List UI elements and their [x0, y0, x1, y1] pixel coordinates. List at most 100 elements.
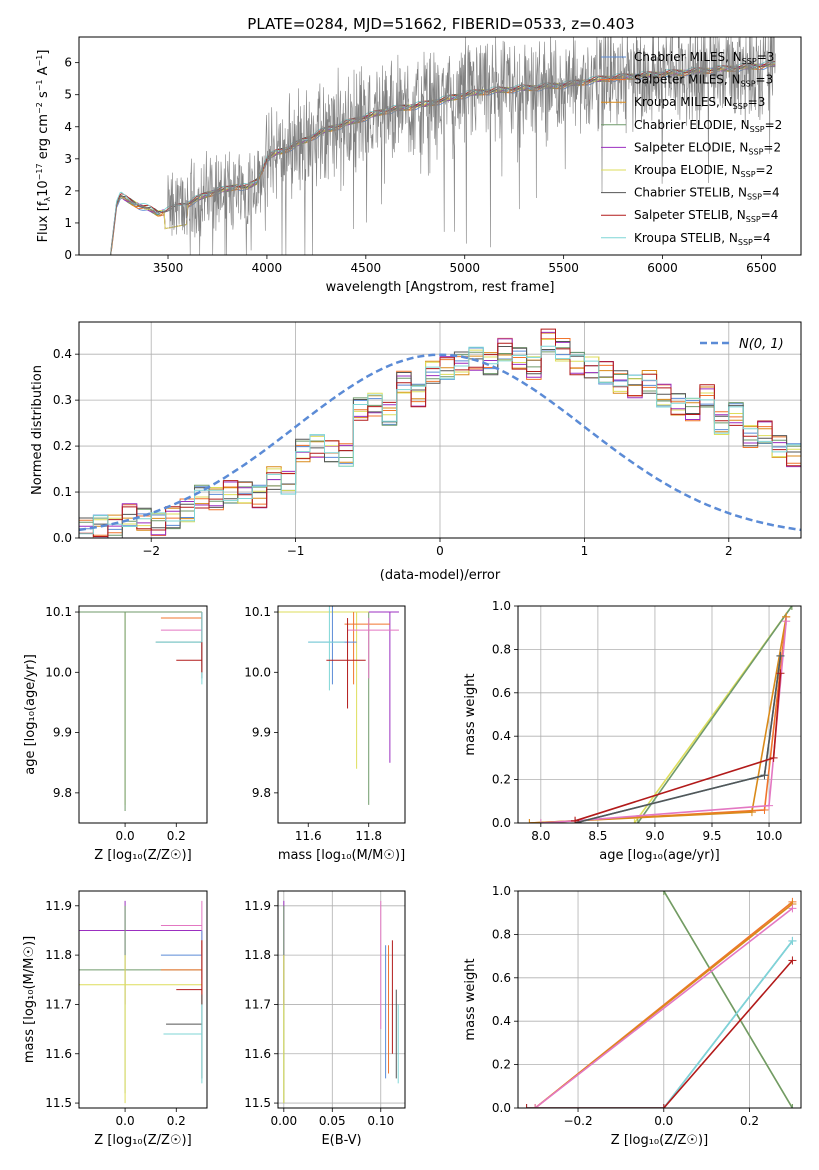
y-axis-label: Flux [fλ10−17 erg cm−2 s−1 A−1]	[35, 50, 52, 243]
x-tick-label: 10.0	[756, 829, 783, 843]
x-tick-label: −1	[287, 544, 305, 558]
y-axis-label: mass [log₁₀(M/M☉)]	[22, 936, 37, 1063]
histogram-step	[79, 337, 801, 536]
y-tick-label: 0.2	[53, 439, 72, 453]
mass-weight-line	[526, 940, 794, 1108]
axes-massweight_vs_Z: −0.2 0.0 0.2 0.0 0.2 0.4 0.6 0.8 1.0 Z [log₁₀(Z/Z…	[463, 884, 802, 1148]
x-tick-label: 5500	[548, 261, 579, 275]
legend-entry: Salpeter MILES, NSSP=3	[634, 73, 773, 89]
x-tick-label: 0.0	[116, 1114, 135, 1128]
y-tick-label: 1	[64, 216, 72, 230]
x-tick-label: 0.0	[116, 829, 135, 843]
histogram-step	[79, 347, 801, 536]
mass-weight-line	[637, 606, 793, 823]
y-axis-label: Normed distribution	[30, 365, 45, 495]
axes-spectrum: 3500 4000 4500 5000 5500 6000 6500 0 1 2 3 4 5 6 wavel…	[35, 36, 802, 295]
axes-frame	[78, 36, 802, 256]
y-tick-label: 2	[64, 184, 72, 198]
y-tick-label: 0.6	[492, 686, 511, 700]
x-tick-label: 0.2	[167, 1114, 186, 1128]
x-axis-label: Z [log₁₀(Z/Z☉)]	[94, 1133, 191, 1148]
axes-frame	[517, 890, 802, 1109]
y-tick-label: 11.6	[244, 1047, 271, 1061]
y-tick-label: 11.9	[244, 899, 271, 913]
mass-weight-line	[534, 907, 793, 1108]
plots-group: 3500 4000 4500 5000 5500 6000 6500 0 1 2 3 4 5 6 wavel…	[22, 36, 802, 1148]
legend-entry: Salpeter STELIB, NSSP=4	[634, 208, 778, 224]
y-axis-label: mass weight	[463, 673, 478, 755]
y-tick-label: 0.8	[492, 927, 511, 941]
axes-histogram: −2 −1 0 1 2 0.0 0.1 0.2 0.3 0.4 (data-model)/error…	[30, 321, 802, 583]
x-tick-label: 4500	[351, 261, 382, 275]
x-tick-label: 0.05	[319, 1114, 346, 1128]
x-axis-label: Z [log₁₀(Z/Z☉)]	[611, 1133, 708, 1148]
x-axis-label: (data-model)/error	[380, 568, 501, 583]
x-tick-label: 2	[725, 544, 733, 558]
y-tick-label: 0.0	[492, 816, 511, 830]
x-tick-label: 0.0	[654, 1114, 673, 1128]
y-tick-label: 4	[64, 120, 72, 134]
x-tick-label: 0	[436, 544, 444, 558]
x-tick-label: 8.5	[588, 829, 607, 843]
x-tick-label: 5000	[449, 261, 480, 275]
x-axis-label: E(B-V)	[321, 1133, 361, 1148]
x-tick-label: 0.10	[367, 1114, 394, 1128]
figure-title: PLATE=0284, MJD=51662, FIBERID=0533, z=0…	[247, 15, 634, 33]
y-tick-label: 0.6	[492, 971, 511, 985]
axes-frame	[78, 605, 208, 824]
data-line	[110, 37, 776, 255]
x-axis-label: age [log₁₀(age/yr)]	[599, 848, 720, 863]
histogram-step	[79, 339, 801, 538]
x-tick-label: 11.8	[355, 829, 382, 843]
x-tick-label: 6000	[647, 261, 678, 275]
x-axis-label: Z [log₁₀(Z/Z☉)]	[94, 848, 191, 863]
plot-area	[283, 900, 399, 1104]
y-tick-label: 0.3	[53, 393, 72, 407]
mass-weight-line	[663, 891, 794, 1108]
legend-entry: Kroupa STELIB, NSSP=4	[634, 231, 771, 247]
legend-entry: Chabrier MILES, NSSP=3	[634, 50, 774, 66]
plot-area	[278, 606, 399, 805]
legend-entry: Chabrier ELODIE, NSSP=2	[634, 118, 782, 134]
y-tick-label: 10.0	[244, 665, 271, 679]
y-tick-label: 0.8	[492, 642, 511, 656]
y-tick-label: 0.4	[492, 729, 511, 743]
mass-weight-line	[574, 673, 782, 822]
x-tick-label: 11.6	[295, 829, 322, 843]
y-axis-label: mass weight	[463, 958, 478, 1040]
y-tick-label: 10.0	[45, 665, 72, 679]
y-tick-label: 9.9	[53, 726, 72, 740]
y-tick-label: 1.0	[492, 884, 511, 898]
y-tick-label: 9.8	[53, 786, 72, 800]
y-tick-label: 0.0	[492, 1101, 511, 1115]
axes-age_vs_mass: 11.6 11.8 9.8 9.9 10.0 10.1 mass [log₁₀(M/M☉)]	[244, 605, 406, 863]
histogram-step	[79, 345, 801, 535]
legend-entry: Salpeter ELODIE, NSSP=2	[634, 140, 781, 156]
plot-area	[110, 37, 776, 255]
y-tick-label: 0.4	[53, 347, 72, 361]
y-tick-label: 1.0	[492, 599, 511, 613]
x-axis-label: mass [log₁₀(M/M☉)]	[278, 848, 405, 863]
axes-frame	[277, 890, 406, 1109]
x-tick-label: 3500	[153, 261, 184, 275]
histogram-step	[79, 341, 801, 538]
y-tick-label: 9.9	[252, 726, 271, 740]
axes-frame	[78, 890, 208, 1109]
axes-massweight_vs_age: 8.0 8.5 9.0 9.5 10.0 0.0 0.2 0.4 0.6 0.8 1.0 age [l…	[463, 599, 802, 863]
y-tick-label: 11.7	[45, 997, 72, 1011]
y-tick-label: 0.0	[53, 531, 72, 545]
axes-age_vs_Z: 0.0 0.2 9.8 9.9 10.0 10.1 Z [log₁₀(Z/Z☉)] age […	[23, 605, 208, 863]
axes-frame	[277, 605, 406, 824]
x-tick-label: 9.5	[702, 829, 721, 843]
mass-weight-line	[574, 655, 782, 823]
axes-mass_vs_ebv: 0.00 0.05 0.10 11.5 11.6 11.7 11.8 11.9 E(B-V)	[244, 890, 406, 1148]
y-tick-label: 0.4	[492, 1014, 511, 1028]
x-tick-label: −2	[142, 544, 160, 558]
y-tick-label: 0	[64, 248, 72, 262]
y-axis-label: age [log₁₀(age/yr)]	[23, 654, 38, 775]
x-tick-label: 9.0	[645, 829, 664, 843]
y-tick-label: 0.2	[492, 773, 511, 787]
legend-entry: N(0, 1)	[739, 337, 784, 352]
x-axis-label: wavelength [Angstrom, rest frame]	[326, 280, 555, 295]
